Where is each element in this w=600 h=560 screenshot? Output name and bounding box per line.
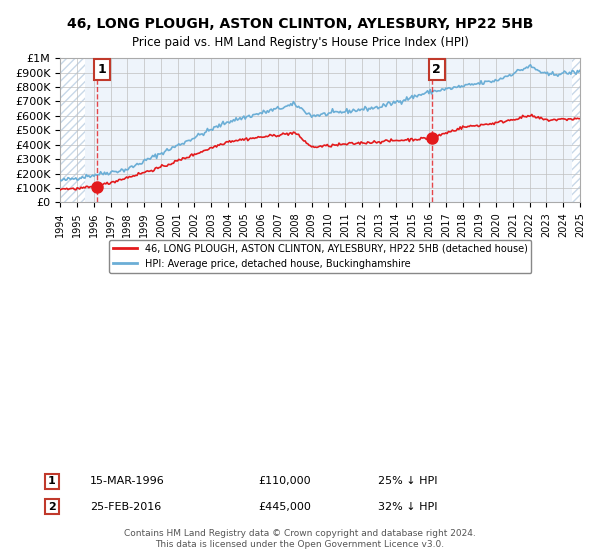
Bar: [60, 58, 85, 202]
Text: 1: 1: [98, 63, 107, 76]
Text: 32% ↓ HPI: 32% ↓ HPI: [378, 502, 437, 512]
Text: 1: 1: [48, 477, 56, 487]
Legend: 46, LONG PLOUGH, ASTON CLINTON, AYLESBURY, HP22 5HB (detached house), HPI: Avera: 46, LONG PLOUGH, ASTON CLINTON, AYLESBUR…: [109, 240, 532, 273]
Text: Contains HM Land Registry data © Crown copyright and database right 2024.
This d: Contains HM Land Registry data © Crown c…: [124, 529, 476, 549]
Text: 46, LONG PLOUGH, ASTON CLINTON, AYLESBURY, HP22 5HB: 46, LONG PLOUGH, ASTON CLINTON, AYLESBUR…: [67, 17, 533, 31]
Bar: [572, 58, 589, 202]
Text: 2: 2: [48, 502, 56, 512]
Text: 2: 2: [432, 63, 441, 76]
Text: Price paid vs. HM Land Registry's House Price Index (HPI): Price paid vs. HM Land Registry's House …: [131, 36, 469, 49]
Text: 25-FEB-2016: 25-FEB-2016: [90, 502, 161, 512]
Text: 15-MAR-1996: 15-MAR-1996: [90, 477, 165, 487]
Text: £445,000: £445,000: [258, 502, 311, 512]
Text: £110,000: £110,000: [258, 477, 311, 487]
Text: 25% ↓ HPI: 25% ↓ HPI: [378, 477, 437, 487]
